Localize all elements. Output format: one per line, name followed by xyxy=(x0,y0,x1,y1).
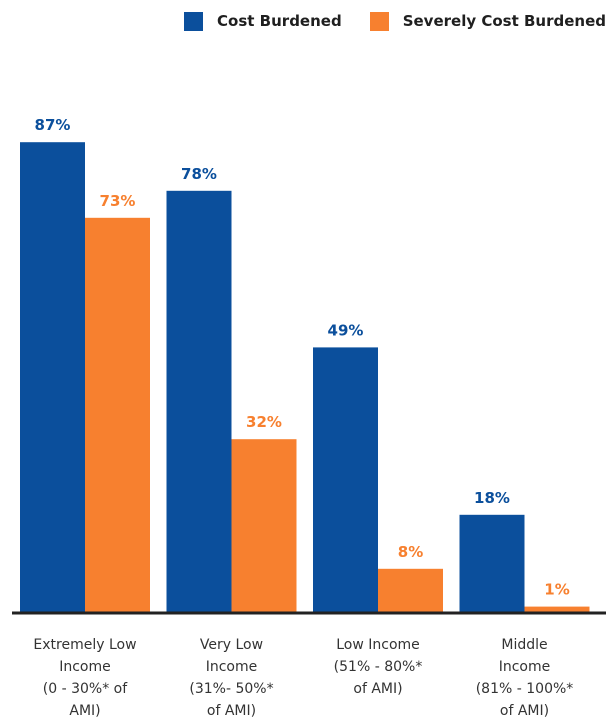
data-label-cost-burdened-1: 78% xyxy=(181,165,217,183)
legend-label-severely-cost-burdened: Severely Cost Burdened xyxy=(402,12,606,30)
category-label-0: Extremely Low Income (0 - 30%* of AMI) xyxy=(33,637,136,719)
data-label-cost-burdened-3: 18% xyxy=(474,489,510,507)
bar-severely-cost-burdened-3 xyxy=(524,606,590,612)
category-label-line: (51% - 80%* xyxy=(334,659,423,675)
category-label-line: Very Low xyxy=(200,637,263,653)
category-label-line: (0 - 30%* of xyxy=(43,681,128,697)
category-label-line: Income xyxy=(206,659,258,675)
category-label-line: Middle xyxy=(501,637,547,653)
category-label-line: Extremely Low xyxy=(33,637,136,653)
data-label-severely-cost-burdened-2: 8% xyxy=(398,543,423,561)
category-label-line: of AMI) xyxy=(207,703,256,719)
data-label-cost-burdened-0: 87% xyxy=(35,116,71,134)
legend-item-cost-burdened[interactable]: Cost Burdened xyxy=(184,11,342,31)
legend-label-cost-burdened: Cost Burdened xyxy=(217,12,342,30)
data-label-severely-cost-burdened-3: 1% xyxy=(544,581,569,599)
data-label-cost-burdened-2: 49% xyxy=(328,321,364,339)
bar-cost-burdened-3 xyxy=(459,514,525,612)
category-label-line: (31%- 50%* xyxy=(189,681,273,697)
category-label-line: (81% - 100%* xyxy=(476,681,574,697)
data-label-severely-cost-burdened-1: 32% xyxy=(246,413,282,431)
category-label-1: Very Low Income (31%- 50%* of AMI) xyxy=(189,637,273,719)
legend: Cost Burdened Severely Cost Burdened xyxy=(156,9,606,33)
bar-cost-burdened-0 xyxy=(20,142,85,612)
bar-severely-cost-burdened-1 xyxy=(231,439,297,612)
data-label-severely-cost-burdened-0: 73% xyxy=(100,192,136,210)
category-label-line: of AMI) xyxy=(353,681,402,697)
legend-item-severely-cost-burdened[interactable]: Severely Cost Burdened xyxy=(369,11,606,31)
bar-severely-cost-burdened-2 xyxy=(378,568,443,612)
category-label-line: Income xyxy=(59,659,111,675)
bar-cost-burdened-1 xyxy=(166,190,232,613)
category-label-line: Income xyxy=(499,659,551,675)
category-label-line: AMI) xyxy=(69,703,100,719)
legend-swatch-severely-cost-burdened xyxy=(369,11,389,31)
legend-swatch-cost-burdened xyxy=(184,11,204,31)
bar-cost-burdened-2 xyxy=(313,347,378,612)
category-label-line: of AMI) xyxy=(500,703,549,719)
bar-severely-cost-burdened-0 xyxy=(85,217,150,613)
category-label-line: Low Income xyxy=(336,637,420,653)
category-label-2: Low Income (51% - 80%* of AMI) xyxy=(334,637,423,697)
category-label-3: Middle Income (81% - 100%* of AMI) xyxy=(476,637,574,719)
